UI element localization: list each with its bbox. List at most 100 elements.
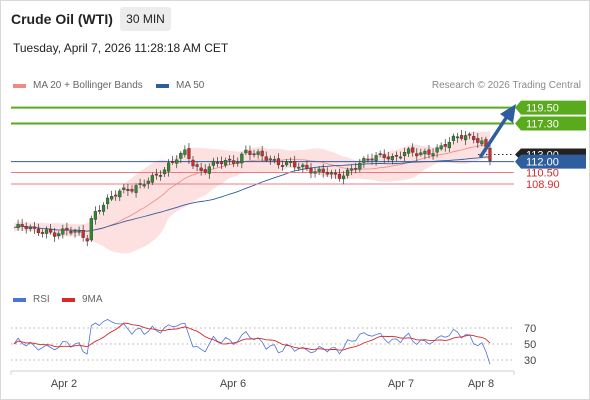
candle	[28, 224, 32, 232]
candle	[313, 167, 317, 178]
candle	[480, 136, 484, 147]
candle	[236, 157, 240, 167]
legend-rsi-ma-label: 9MA	[82, 294, 103, 305]
legend-ma50: MA 50	[156, 80, 204, 91]
ma50-line	[13, 156, 490, 232]
candle	[435, 144, 439, 158]
candle	[81, 224, 85, 242]
candle	[134, 183, 138, 198]
legend-ma50-label: MA 50	[176, 80, 205, 91]
x-tick-label: Apr 8	[468, 378, 494, 390]
forecast-arrow	[479, 104, 516, 158]
candle	[203, 164, 207, 175]
legend-ma20-swatch	[13, 83, 26, 88]
candle	[219, 156, 224, 169]
level-tag-119-50: 119.50	[515, 100, 586, 115]
candle	[105, 194, 110, 210]
candle	[268, 155, 272, 165]
legend-ma20: MA 20 + Bollinger Bands	[13, 80, 143, 91]
candle	[350, 164, 354, 176]
candle	[252, 149, 256, 158]
candle	[309, 163, 313, 179]
candle	[325, 167, 329, 177]
candles	[16, 129, 492, 247]
candle	[366, 154, 370, 163]
level-tag-117-30: 117.30	[515, 116, 586, 131]
candle	[346, 167, 350, 179]
candle	[468, 132, 472, 140]
candle	[191, 155, 195, 169]
candle	[154, 168, 158, 180]
candle	[427, 144, 431, 159]
candle	[118, 188, 122, 202]
candle	[394, 151, 399, 162]
candle	[272, 155, 276, 164]
candle	[195, 162, 199, 172]
candle	[386, 151, 390, 163]
candle	[455, 132, 460, 143]
candle	[374, 151, 378, 166]
rsi-ma-line	[13, 322, 491, 351]
candle	[44, 226, 49, 239]
legend-rsi-ma-swatch	[62, 297, 75, 302]
candle	[211, 157, 215, 169]
candle	[431, 148, 435, 160]
candle	[146, 177, 150, 189]
candle	[301, 162, 305, 173]
level-label: 110.50	[526, 167, 559, 179]
candle	[289, 157, 293, 168]
candle	[244, 145, 248, 156]
bollinger-band	[14, 130, 490, 254]
legend-rsi-swatch	[13, 297, 26, 302]
candle	[358, 158, 362, 172]
candle	[293, 155, 297, 172]
candle	[260, 146, 264, 162]
candle	[459, 129, 464, 141]
level-tag-110-50: 110.50	[526, 167, 559, 179]
candle	[171, 156, 175, 165]
candle	[97, 205, 102, 215]
x-tick-label: Apr 2	[51, 378, 77, 390]
level-label: 119.50	[526, 103, 559, 115]
candle	[65, 222, 69, 236]
rsi-panel: 70 50 30	[11, 319, 536, 367]
candle	[362, 156, 366, 168]
candle	[411, 143, 415, 157]
candle	[150, 172, 154, 185]
candle	[256, 149, 260, 159]
level-tag-112-00: 112.00	[515, 154, 586, 169]
candle	[199, 163, 203, 176]
candle	[370, 153, 374, 165]
timeframe-button[interactable]: 30 MIN	[120, 7, 171, 31]
candle	[378, 150, 382, 158]
candle	[476, 133, 480, 148]
candle	[89, 215, 93, 242]
x-tick-label: Apr 7	[388, 378, 414, 390]
candle	[158, 170, 163, 181]
candle	[329, 169, 333, 179]
candle	[240, 152, 244, 169]
candle	[162, 167, 167, 178]
candle	[138, 178, 142, 189]
candle	[142, 179, 146, 189]
level-label: 108.90	[526, 179, 560, 191]
candle	[280, 160, 285, 171]
candle	[61, 224, 65, 239]
candle	[101, 202, 106, 216]
candle	[321, 163, 325, 178]
candle	[305, 160, 309, 171]
candle	[16, 219, 20, 231]
candle	[284, 159, 289, 168]
legend-rsi-ma: 9MA	[62, 294, 103, 305]
candle	[32, 221, 36, 235]
level-label: 117.30	[526, 119, 559, 131]
candle	[398, 151, 403, 160]
candle	[354, 162, 358, 174]
candle	[122, 183, 126, 194]
candle	[77, 226, 81, 236]
timestamp: Tuesday, April 7, 2026 11:28:18 AM CET	[13, 41, 229, 55]
forecast-arrow-head	[500, 104, 516, 123]
candle	[57, 231, 61, 240]
